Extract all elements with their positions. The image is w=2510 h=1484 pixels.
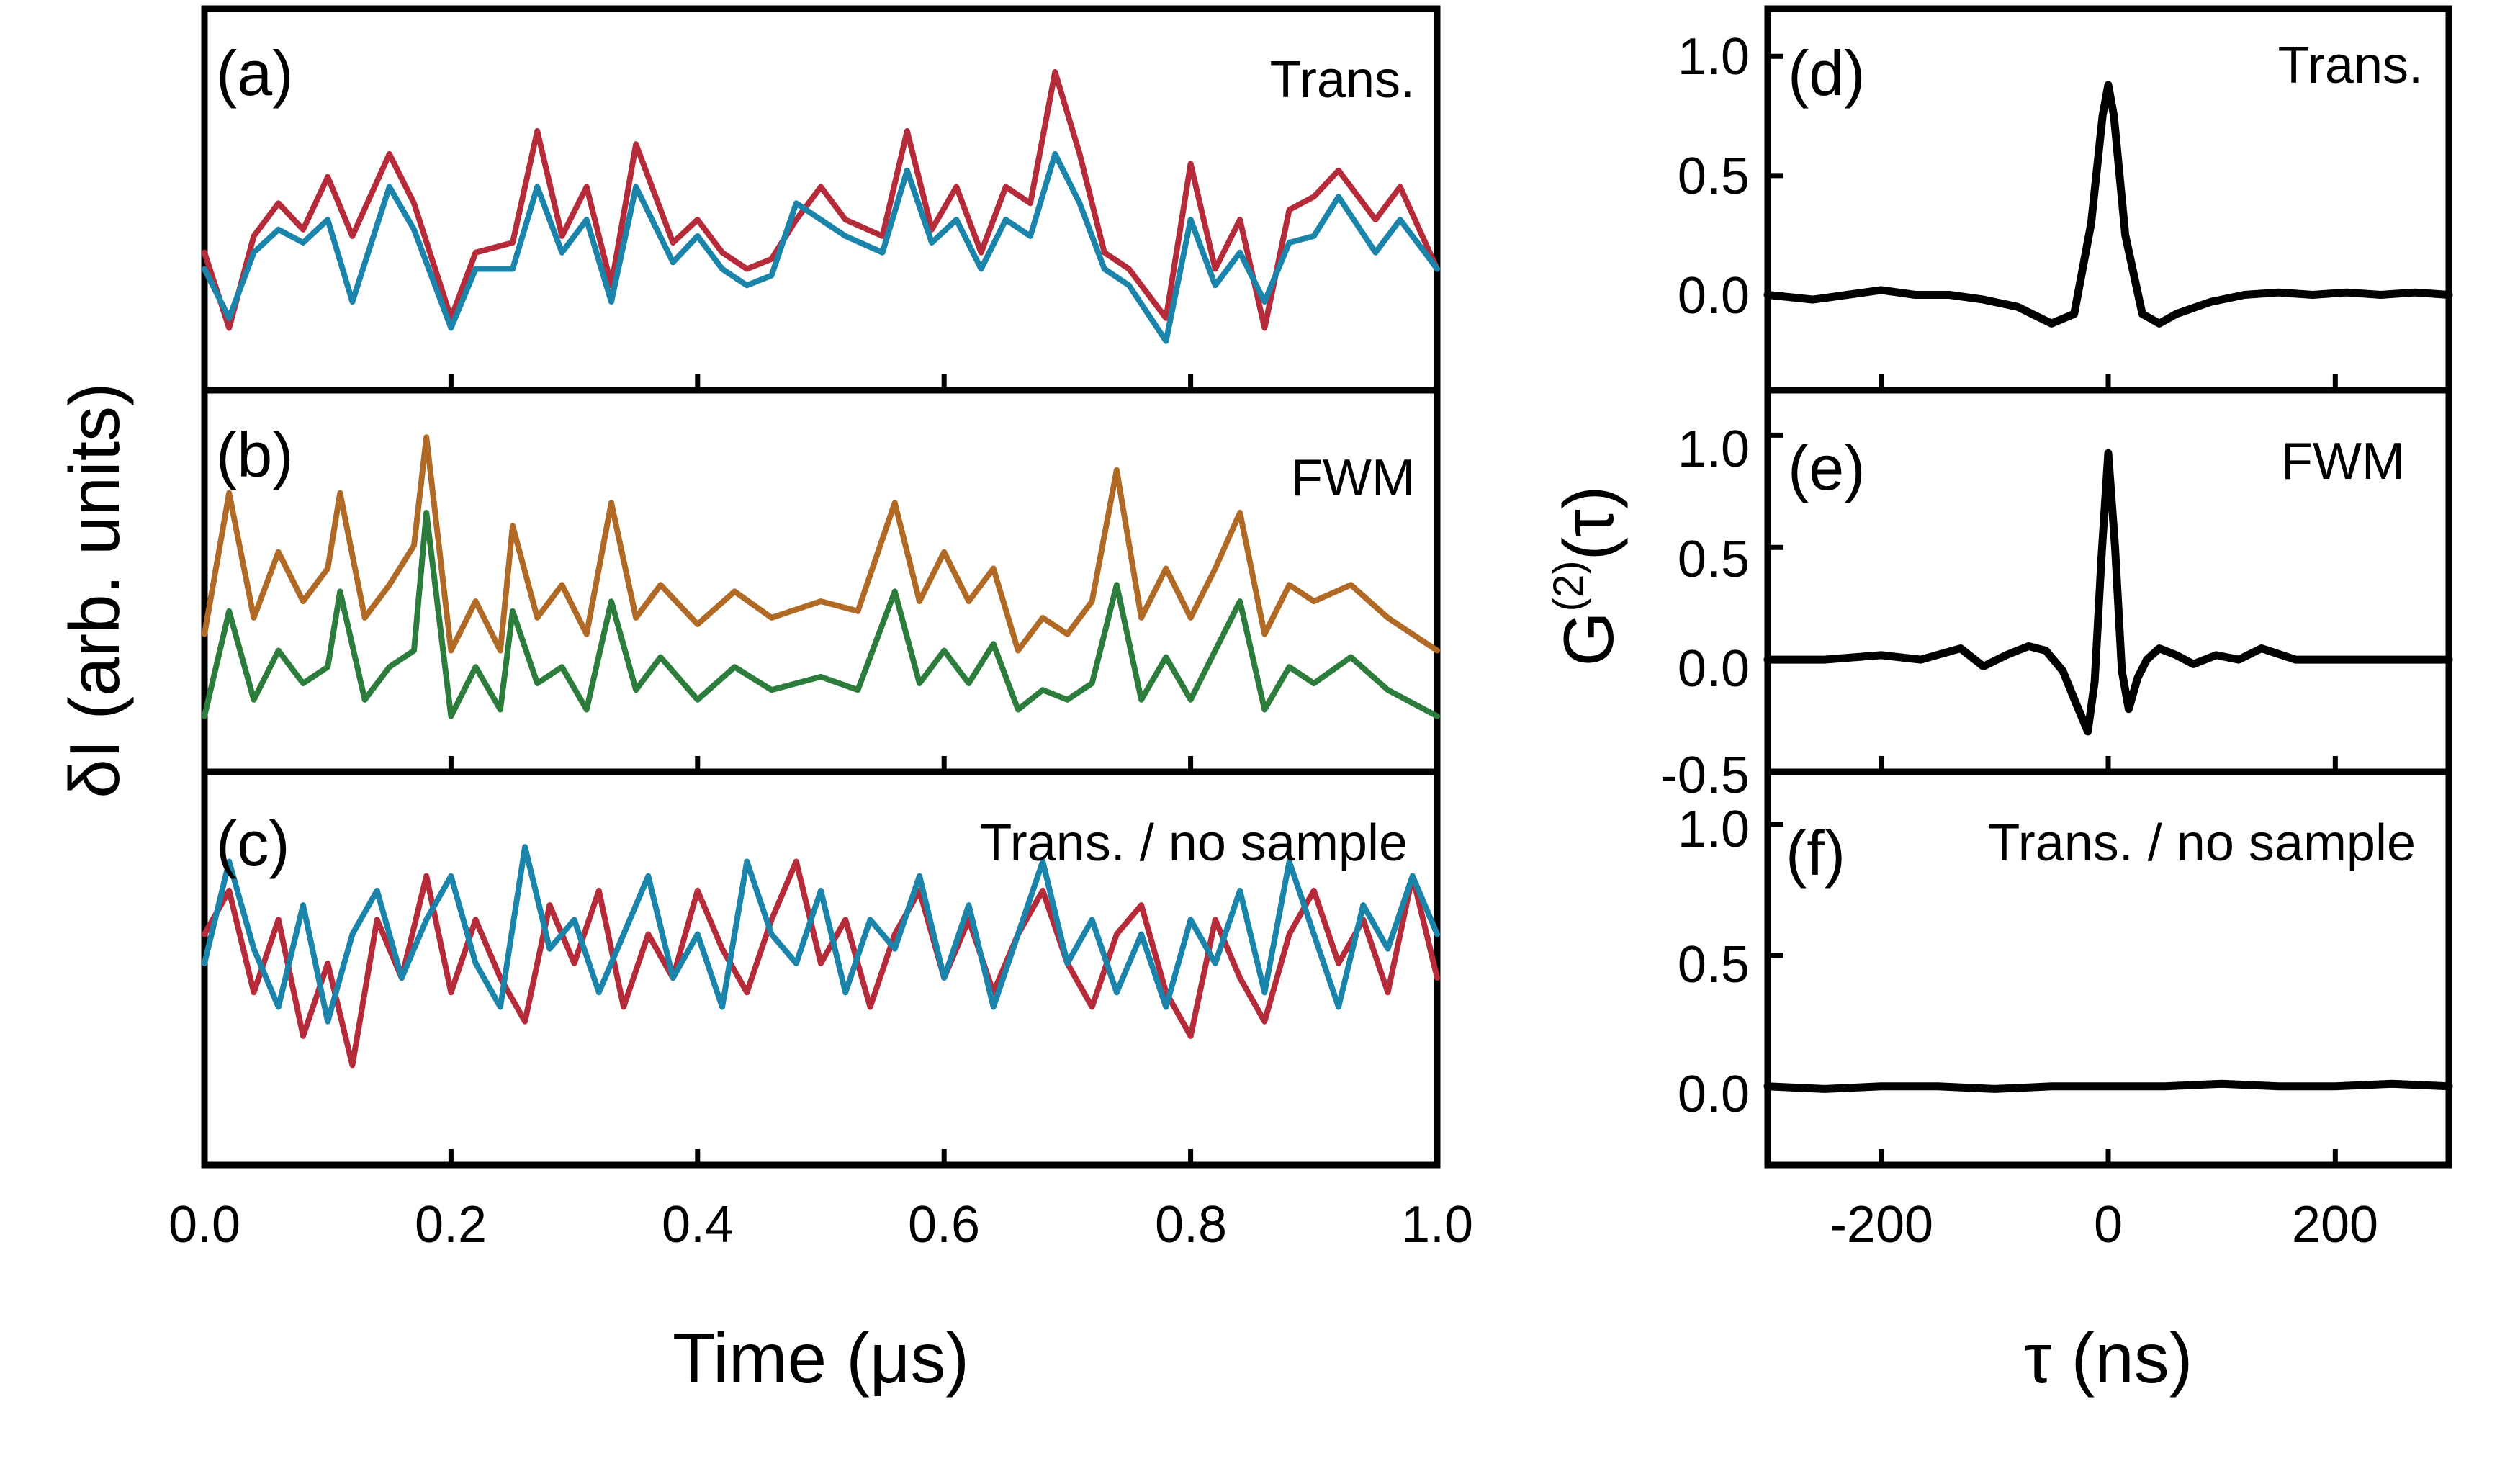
- panel-a-label: (a): [216, 37, 294, 109]
- time-tick-label: 0.6: [908, 1196, 980, 1254]
- g2-axis-title: G(2)(τ): [1545, 485, 1628, 666]
- panel-f: (f) Trans. / no sample: [1763, 768, 2453, 1169]
- panel-b-series-1: [202, 434, 1440, 654]
- panel-a-traces: [202, 69, 1440, 344]
- tau-axis-title: τ (ns): [2024, 1318, 2193, 1398]
- panel-d-g2-curve: [1763, 81, 2453, 328]
- panel-e-y-tick-label: 0.0: [1678, 640, 1750, 698]
- panel-e-label: (e): [1788, 432, 1866, 503]
- panel-d-label: (d): [1788, 37, 1866, 109]
- panel-e: (e) FWM: [1763, 387, 2453, 775]
- panel-a: (a) Trans.: [201, 5, 1441, 394]
- panel-f-y-tick-label: 1.0: [1678, 801, 1750, 858]
- panel-c-label: (c): [216, 808, 290, 879]
- panel-b-label: (b): [216, 419, 294, 490]
- panel-c: (c) Trans. / no sample: [201, 768, 1441, 1169]
- panel-f-label: (f): [1786, 817, 1845, 889]
- time-tick-label: 0.8: [1155, 1196, 1227, 1254]
- time-tick-label: 0.0: [168, 1196, 240, 1254]
- panel-d-annotation: Trans.: [2278, 37, 2423, 94]
- panel-d-trace: [1763, 81, 2453, 328]
- panel-e-g2-curve: [1763, 449, 2453, 736]
- panel-e-y-tick-label: 0.5: [1678, 531, 1750, 588]
- g2-tick-labels: 1.0 0.5 0.0 1.0 0.5 0.0 -0.5 1.0 0.5 0.0: [1660, 28, 1750, 1123]
- panel-b-traces: [202, 434, 1440, 719]
- panel-d-y-tick-label: 0.5: [1678, 148, 1750, 205]
- panel-c-traces: [202, 844, 1440, 1069]
- intensity-axis-title: δI (arb. units): [55, 382, 134, 798]
- time-axis-tick-labels: 0.0 0.2 0.4 0.6 0.8 1.0: [168, 1196, 1473, 1254]
- panel-e-trace: [1763, 449, 2453, 736]
- panel-e-y-tick-label: -0.5: [1660, 747, 1750, 804]
- panel-e-annotation: FWM: [2281, 433, 2405, 490]
- time-tick-label: 1.0: [1401, 1196, 1473, 1254]
- tau-tick-label: 200: [2292, 1196, 2378, 1254]
- panel-a-series-1: [202, 69, 1440, 331]
- panel-f-trace: [1763, 1079, 2453, 1093]
- panel-f-y-tick-label: 0.0: [1678, 1066, 1750, 1123]
- panel-c-series-2: [202, 844, 1440, 1025]
- panel-b-annotation: FWM: [1291, 449, 1415, 507]
- panel-a-frame: [201, 5, 1441, 394]
- time-tick-label: 0.4: [662, 1196, 734, 1254]
- time-tick-label: 0.2: [415, 1196, 487, 1254]
- panel-f-g2-curve: [1763, 1079, 2453, 1093]
- panel-a-annotation: Trans.: [1270, 51, 1415, 109]
- panel-f-y-tick-label: 0.5: [1678, 936, 1750, 994]
- panel-b: (b) FWM: [201, 387, 1441, 775]
- tau-tick-label: -200: [1830, 1196, 1933, 1254]
- panel-b-series-2: [202, 510, 1440, 719]
- tau-axis-ticks: [1768, 53, 2338, 1165]
- tau-tick-labels: -200 0 200: [1830, 1196, 2378, 1254]
- panel-c-annotation: Trans. / no sample: [980, 814, 1408, 872]
- tau-tick-label: 0: [2094, 1196, 2123, 1254]
- time-axis-ticks: [202, 374, 1440, 1165]
- panel-d-y-tick-label: 0.0: [1678, 267, 1750, 325]
- panel-c-series-1: [202, 858, 1440, 1069]
- g2-axis-title-text: G(2)(τ): [1545, 485, 1628, 666]
- panel-d-y-tick-label: 1.0: [1678, 28, 1750, 86]
- panel-a-series-2: [202, 150, 1440, 344]
- panel-e-y-tick-label: 1.0: [1678, 421, 1750, 478]
- panel-d: (d) Trans.: [1763, 5, 2453, 394]
- panel-f-annotation: Trans. / no sample: [1988, 814, 2416, 872]
- time-axis-title: Time (μs): [673, 1318, 969, 1398]
